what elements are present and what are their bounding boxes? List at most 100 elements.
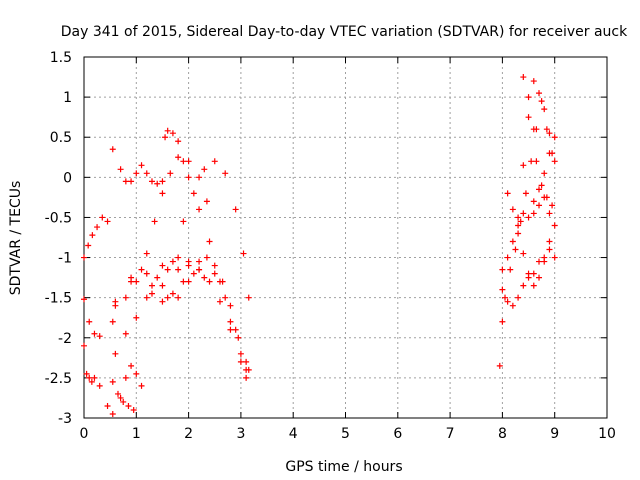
- data-point-marker: [520, 162, 527, 169]
- x-tick-labels: 0 1 2 3 4 5 6 7 8 9 10: [80, 426, 616, 442]
- data-point-marker: [515, 214, 522, 221]
- data-point-marker: [525, 114, 532, 121]
- data-point-marker: [148, 290, 155, 297]
- data-point-marker: [219, 278, 226, 285]
- data-point-marker: [196, 266, 203, 273]
- data-point-marker: [536, 202, 543, 209]
- series-track-t: [504, 190, 553, 289]
- data-point-marker: [175, 254, 182, 261]
- x-tick-label: 9: [550, 426, 559, 442]
- data-point-marker: [96, 333, 103, 340]
- data-point-marker: [222, 170, 229, 177]
- data-point-marker: [499, 286, 506, 293]
- series-track-l: [112, 266, 250, 373]
- x-axis-label: GPS time / hours: [285, 459, 402, 475]
- data-point-marker: [546, 150, 553, 157]
- data-point-marker: [509, 206, 516, 213]
- data-point-marker: [538, 98, 545, 105]
- data-point-marker: [81, 342, 87, 349]
- series-track-i: [112, 258, 203, 357]
- series-track-k: [112, 254, 252, 373]
- data-point-marker: [515, 230, 522, 237]
- data-point-marker: [175, 266, 182, 273]
- data-point-marker: [243, 366, 250, 373]
- data-point-marker: [162, 134, 169, 141]
- series-track-m: [164, 254, 250, 365]
- y-tick-label: -3: [58, 411, 72, 427]
- data-point-marker: [211, 262, 218, 269]
- data-point-marker: [128, 362, 135, 369]
- data-point-marker: [496, 362, 503, 369]
- data-point-marker: [133, 370, 140, 377]
- data-point-marker: [96, 382, 103, 389]
- x-tick-label: 8: [498, 426, 507, 442]
- data-point-marker: [551, 158, 558, 165]
- data-point-marker: [216, 298, 223, 305]
- data-point-marker: [109, 146, 116, 153]
- data-point-marker: [507, 266, 514, 273]
- data-point-marker: [530, 210, 537, 217]
- data-point-marker: [91, 374, 98, 381]
- data-point-marker: [517, 218, 524, 225]
- data-point-marker: [196, 206, 203, 213]
- y-tick-label: -0.5: [45, 210, 72, 226]
- data-point-marker: [522, 190, 529, 197]
- series-track-r: [520, 74, 556, 209]
- series-track-p: [499, 246, 558, 309]
- data-point-marker: [530, 270, 537, 277]
- data-point-marker: [509, 238, 516, 245]
- series-track-a: [81, 214, 111, 261]
- y-tick-label: -1.5: [45, 291, 72, 307]
- data-point-marker: [530, 78, 537, 85]
- data-point-marker: [83, 370, 90, 377]
- data-point-marker: [133, 278, 140, 285]
- data-point-marker: [536, 90, 543, 97]
- data-point-marker: [515, 294, 522, 301]
- series-track-c: [81, 342, 111, 409]
- data-point-marker: [138, 382, 145, 389]
- data-point-marker: [240, 250, 247, 257]
- data-point-marker: [227, 326, 234, 333]
- data-point-marker: [122, 178, 129, 185]
- y-tick-label: 1.5: [50, 50, 72, 66]
- data-point-marker: [125, 402, 132, 409]
- data-point-marker: [122, 330, 129, 337]
- data-point-marker: [138, 162, 145, 169]
- data-point-marker: [525, 270, 532, 277]
- data-point-marker: [551, 134, 558, 141]
- data-point-marker: [530, 126, 537, 133]
- data-point-marker: [159, 190, 166, 197]
- data-point-marker: [536, 274, 543, 281]
- data-point-marker: [175, 294, 182, 301]
- data-point-marker: [206, 238, 213, 245]
- data-point-marker: [520, 250, 527, 257]
- data-point-marker: [164, 266, 171, 273]
- data-point-marker: [185, 174, 192, 181]
- data-point-marker: [128, 178, 135, 185]
- x-tick-label: 1: [132, 426, 141, 442]
- data-point-marker: [175, 154, 182, 161]
- data-point-marker: [543, 126, 550, 133]
- y-axis-label: SDTVAR / TECUs: [8, 181, 24, 296]
- data-point-marker: [117, 394, 124, 401]
- x-tick-label: 7: [446, 426, 455, 442]
- data-point-marker: [148, 178, 155, 185]
- data-point-marker: [504, 298, 511, 305]
- data-point-marker: [243, 374, 250, 381]
- y-tick-label: 1: [63, 90, 72, 106]
- series-track-h: [109, 154, 210, 325]
- data-point-marker: [143, 294, 150, 301]
- data-point-marker: [232, 206, 239, 213]
- data-point-marker: [530, 282, 537, 289]
- data-point-marker: [237, 350, 244, 357]
- data-point-marker: [109, 410, 116, 417]
- x-tick-label: 0: [80, 426, 89, 442]
- x-tick-label: 2: [184, 426, 193, 442]
- data-point-marker: [549, 202, 556, 209]
- data-point-marker: [185, 258, 192, 265]
- data-point-marker: [232, 326, 239, 333]
- data-point-marker: [536, 258, 543, 265]
- data-point-marker: [541, 254, 548, 261]
- series-track-o: [499, 194, 558, 273]
- data-point-marker: [169, 290, 176, 297]
